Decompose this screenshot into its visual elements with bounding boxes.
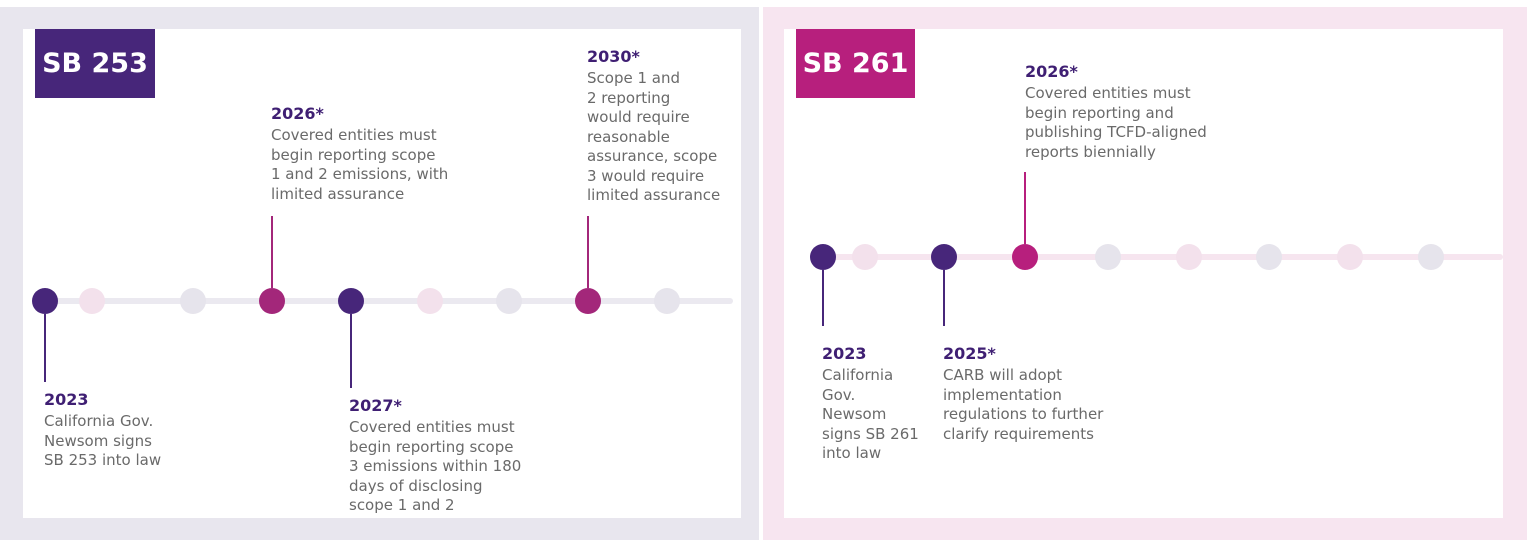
- sb261-dot-2026: [1012, 244, 1038, 270]
- event-description: California Gov. Newsom signs SB 261 into…: [822, 366, 919, 462]
- sb261-dot-2023: [810, 244, 836, 270]
- sb261-panel: SB 261 2023 California Gov. Newsom signs…: [763, 7, 1527, 540]
- sb261-event-2023: 2023 California Gov. Newsom signs SB 261…: [822, 343, 932, 464]
- sb261-event-2025: 2025* CARB will adopt implementation reg…: [943, 343, 1143, 444]
- sb261-event-2026: 2026* Covered entities must begin report…: [1025, 61, 1245, 162]
- sb253-title-badge: SB 253: [35, 29, 155, 98]
- event-description: Covered entities must begin reporting an…: [1025, 84, 1207, 161]
- sb253-dot-2026: [259, 288, 285, 314]
- event-description: Scope 1 and 2 reporting would require re…: [587, 69, 721, 204]
- sb253-stem-2023: [44, 314, 46, 382]
- sb253-event-2023: 2023 California Gov. Newsom signs SB 253…: [44, 389, 244, 471]
- event-description: Covered entities must begin reporting sc…: [349, 418, 522, 514]
- sb261-title-badge: SB 261: [796, 29, 915, 98]
- sb261-dot-spacer: [1176, 244, 1202, 270]
- event-year: 2025*: [943, 344, 996, 363]
- sb253-dot-spacer: [496, 288, 522, 314]
- sb261-stem-2025: [943, 270, 945, 326]
- sb253-card: SB 253 2023 California Gov. Newsom signs…: [23, 29, 741, 518]
- sb253-event-2026: 2026* Covered entities must begin report…: [271, 103, 481, 204]
- sb253-timeline-track: [45, 298, 733, 304]
- sb253-dot-spacer: [654, 288, 680, 314]
- sb261-dot-spacer: [1095, 244, 1121, 270]
- sb253-event-2030: 2030* Scope 1 and 2 reporting would requ…: [587, 46, 737, 206]
- sb253-dot-spacer: [79, 288, 105, 314]
- sb261-dot-spacer: [852, 244, 878, 270]
- sb261-timeline-track: [823, 254, 1503, 260]
- sb253-stem-2026: [271, 216, 273, 288]
- event-year: 2023: [44, 390, 89, 409]
- sb261-dot-spacer: [1418, 244, 1444, 270]
- event-description: California Gov. Newsom signs SB 253 into…: [44, 412, 162, 469]
- event-description: CARB will adopt implementation regulatio…: [943, 366, 1104, 443]
- sb261-card: SB 261 2023 California Gov. Newsom signs…: [784, 29, 1503, 518]
- sb261-dot-spacer: [1337, 244, 1363, 270]
- event-year: 2026*: [271, 104, 324, 123]
- sb253-dot-2027: [338, 288, 364, 314]
- sb253-dot-2030: [575, 288, 601, 314]
- event-year: 2026*: [1025, 62, 1078, 81]
- sb261-dot-2025: [931, 244, 957, 270]
- sb253-dot-spacer: [180, 288, 206, 314]
- sb253-panel: SB 253 2023 California Gov. Newsom signs…: [0, 7, 759, 540]
- sb253-dot-spacer: [417, 288, 443, 314]
- sb253-stem-2027: [350, 314, 352, 388]
- event-description: Covered entities must begin reporting sc…: [271, 126, 449, 203]
- sb261-dot-spacer: [1256, 244, 1282, 270]
- sb253-dot-2023: [32, 288, 58, 314]
- sb261-stem-2026: [1024, 172, 1026, 244]
- event-year: 2023: [822, 344, 867, 363]
- sb261-stem-2023: [822, 270, 824, 326]
- sb253-event-2027: 2027* Covered entities must begin report…: [349, 395, 559, 516]
- event-year: 2030*: [587, 47, 640, 66]
- event-year: 2027*: [349, 396, 402, 415]
- sb253-stem-2030: [587, 216, 589, 288]
